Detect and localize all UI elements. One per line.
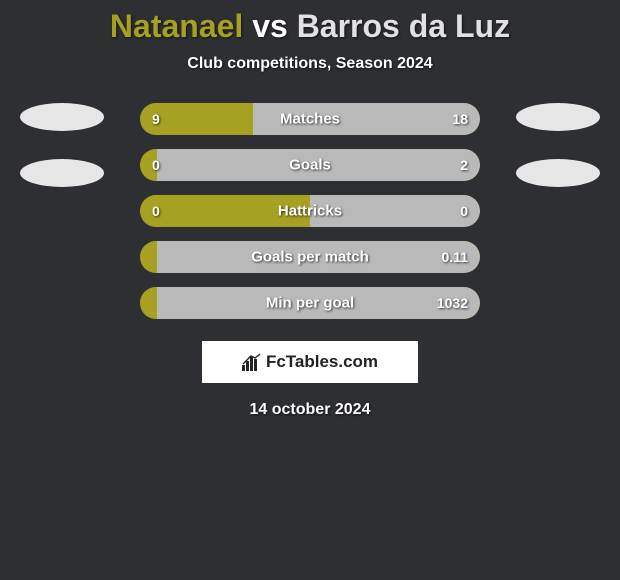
bar-label: Goals bbox=[140, 157, 480, 174]
bar-value-left: 0 bbox=[152, 203, 160, 219]
logo-text: FcTables.com bbox=[242, 352, 378, 372]
bar-label: Hattricks bbox=[140, 203, 480, 220]
stat-bar-goals-per-match: Goals per match0.11 bbox=[140, 241, 480, 273]
stat-bar-hattricks: Hattricks0 0 bbox=[140, 195, 480, 227]
avatar-right-0 bbox=[516, 103, 600, 131]
avatar-left-1 bbox=[20, 159, 104, 187]
vs-text: vs bbox=[243, 8, 296, 44]
avatars-left bbox=[20, 103, 104, 187]
subtitle: Club competitions, Season 2024 bbox=[0, 55, 620, 73]
bar-value-left: 0 bbox=[152, 157, 160, 173]
bars-icon bbox=[242, 353, 262, 371]
bar-label: Matches bbox=[140, 111, 480, 128]
bar-label: Goals per match bbox=[140, 249, 480, 266]
bar-value-right: 1032 bbox=[437, 295, 468, 311]
player1-name: Natanael bbox=[110, 8, 243, 44]
logo-label: FcTables.com bbox=[266, 352, 378, 372]
bar-value-right: 0.11 bbox=[442, 249, 468, 265]
bar-value-left: 9 bbox=[152, 111, 160, 127]
bar-value-right: 0 bbox=[460, 203, 468, 219]
avatar-left-0 bbox=[20, 103, 104, 131]
bar-label: Min per goal bbox=[140, 295, 480, 312]
content-area: Matches918Goals02Hattricks00Goals per ma… bbox=[0, 103, 620, 419]
avatars-right bbox=[516, 103, 600, 187]
player2-name: Barros da Luz bbox=[297, 8, 510, 44]
stat-bar-goals: Goals0 2 bbox=[140, 149, 480, 181]
bar-value-right: 18 bbox=[452, 111, 468, 127]
bar-value-right: 2 bbox=[460, 157, 468, 173]
date-text: 14 october 2024 bbox=[0, 401, 620, 419]
stat-bar-min-per-goal: Min per goal1032 bbox=[140, 287, 480, 319]
avatar-right-1 bbox=[516, 159, 600, 187]
stat-bar-matches: Matches9 18 bbox=[140, 103, 480, 135]
page-title: Natanael vs Barros da Luz bbox=[0, 0, 620, 45]
stat-bars: Matches918Goals02Hattricks00Goals per ma… bbox=[140, 103, 480, 319]
logo-box: FcTables.com bbox=[202, 341, 418, 383]
